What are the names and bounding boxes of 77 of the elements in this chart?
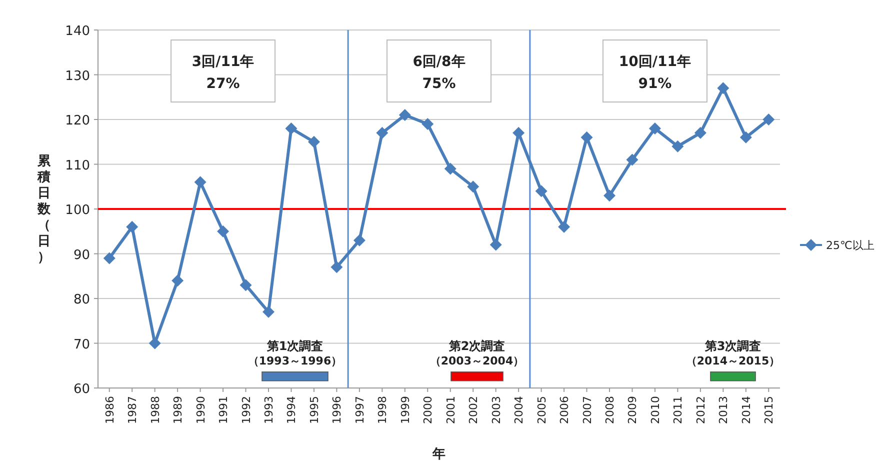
x-tick-label: 2013 <box>717 396 730 424</box>
point <box>103 252 116 264</box>
x-tick-label: 1994 <box>285 396 298 424</box>
y-tick-label: 130 <box>65 68 90 84</box>
x-tick-label: 2004 <box>512 396 526 424</box>
x-tick-label: 2011 <box>672 396 685 424</box>
point <box>172 274 184 287</box>
x-tick-label: 1990 <box>194 396 208 424</box>
x-tick-label: 1987 <box>126 396 140 424</box>
x-tick-label: 1997 <box>353 396 366 424</box>
x-tick-label: 2010 <box>648 396 662 424</box>
point <box>217 225 230 238</box>
y-tick-label: 80 <box>73 292 90 308</box>
annotation: 3回/11年 27% <box>192 54 254 92</box>
x-tick-label: 1992 <box>240 396 253 424</box>
x-tick-label: 2012 <box>694 396 708 424</box>
x-tick-label: 2007 <box>580 396 594 424</box>
x-tick-label: 1993 <box>262 396 276 424</box>
x-tick-label: 1995 <box>308 396 321 424</box>
y-tick-label: 120 <box>65 114 90 128</box>
x-tick-label: 2002 <box>467 396 480 424</box>
x-tick-label: 2015 <box>762 396 776 424</box>
annotation: 6回/8年 75% <box>412 54 466 92</box>
x-tick-label: 1991 <box>217 396 230 424</box>
x-tick-label: 1998 <box>376 396 390 424</box>
point <box>308 136 320 148</box>
x-tick-label: 1996 <box>330 396 344 424</box>
point <box>422 118 434 130</box>
point <box>376 126 388 139</box>
x-tick-label: 1999 <box>398 396 412 424</box>
point <box>580 131 593 144</box>
point <box>558 220 570 233</box>
point <box>126 220 138 233</box>
point <box>240 279 252 292</box>
point <box>604 190 616 202</box>
point <box>626 154 638 166</box>
y-tick-label: 90 <box>73 248 90 263</box>
point <box>285 122 298 134</box>
y-tick-label: 70 <box>73 337 90 352</box>
annotation: 第3次調査（2014～2015） <box>686 338 780 368</box>
x-tick-label: 2014 <box>740 396 753 424</box>
x-tick-label: 1988 <box>148 396 162 424</box>
y-tick-label: 110 <box>65 158 90 174</box>
point <box>672 140 684 152</box>
point <box>444 162 456 175</box>
point <box>717 82 730 94</box>
x-tick-label: 2005 <box>535 396 548 424</box>
point <box>512 126 525 139</box>
point <box>262 306 274 318</box>
x-tick-label: 2006 <box>558 396 572 424</box>
point <box>740 131 752 144</box>
point <box>398 109 411 122</box>
y-tick-label: 60 <box>73 382 90 397</box>
x-tick-label: 2003 <box>490 396 503 424</box>
y-tick-label: 140 <box>65 24 90 39</box>
point <box>467 180 480 193</box>
x-tick-label: 2001 <box>444 396 458 424</box>
x-tick-label: 2009 <box>626 396 640 424</box>
annotation: 第1次調査（1993～1996） <box>248 338 342 368</box>
x-tick-label: 1989 <box>172 396 185 424</box>
point <box>490 238 502 251</box>
point <box>694 126 706 139</box>
y-axis-title: 累積日数（日） <box>36 154 52 265</box>
x-tick-label: 2008 <box>604 396 616 424</box>
x-tick-label: 2000 <box>422 396 435 424</box>
point <box>762 114 775 126</box>
point <box>535 185 548 198</box>
point <box>353 234 366 246</box>
legend-label: 25℃以上 <box>826 239 874 252</box>
point <box>330 261 343 274</box>
y-tick-label: 100 <box>65 203 90 218</box>
x-tick-label: 1986 <box>103 396 116 424</box>
x-axis-title: 年 <box>432 447 446 462</box>
point <box>194 176 206 188</box>
annotation: 10回/11年 91% <box>618 54 692 92</box>
point <box>648 122 661 134</box>
annotation: 第2次調査（2003～2004） <box>430 338 524 368</box>
